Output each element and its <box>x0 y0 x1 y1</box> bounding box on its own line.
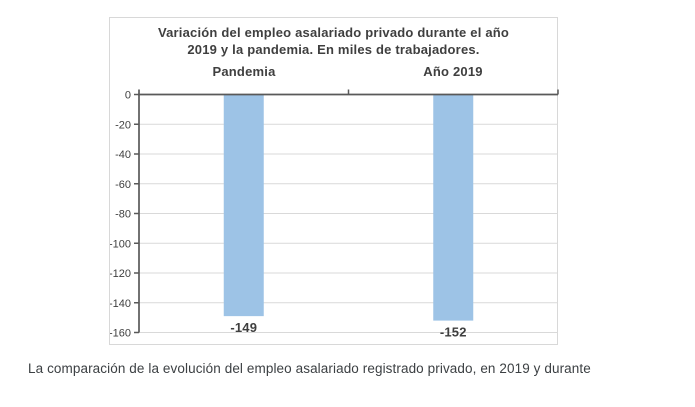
chart-title-line-2: 2019 y la pandemia. En miles de trabajad… <box>187 42 480 57</box>
y-tick-label-3: -60 <box>115 179 131 191</box>
y-tick-label-1: -20 <box>115 119 131 131</box>
y-tick-label-8: -160 <box>110 328 131 340</box>
category-label-pandemia: Pandemia <box>212 64 276 79</box>
y-tick-label-2: -40 <box>115 149 131 161</box>
y-tick-label-0: 0 <box>125 90 131 102</box>
chart-title: Variación del empleo asalariado privado … <box>110 24 557 58</box>
y-tick-label-4: -80 <box>115 209 131 221</box>
y-tick-label-7: -140 <box>110 298 131 310</box>
bar-1 <box>433 94 474 321</box>
plot-area: -149 -152 0 -20 -40 -60 -80 -100 -120 -140 -160 <box>110 89 559 340</box>
caption-text: La comparación de la evolución del emple… <box>28 361 591 376</box>
data-label-0: -149 <box>230 320 257 335</box>
chart-title-line-1: Variación del empleo asalariado privado … <box>157 25 510 40</box>
y-tick-label-5: -100 <box>110 238 131 250</box>
bar-chart-frame: Variación del empleo asalariado privado … <box>109 17 559 345</box>
y-tick-label-6: -120 <box>110 268 131 280</box>
bar-0 <box>223 94 264 317</box>
data-label-1: -152 <box>440 325 467 340</box>
category-label-ano-2019: Año 2019 <box>423 64 483 79</box>
